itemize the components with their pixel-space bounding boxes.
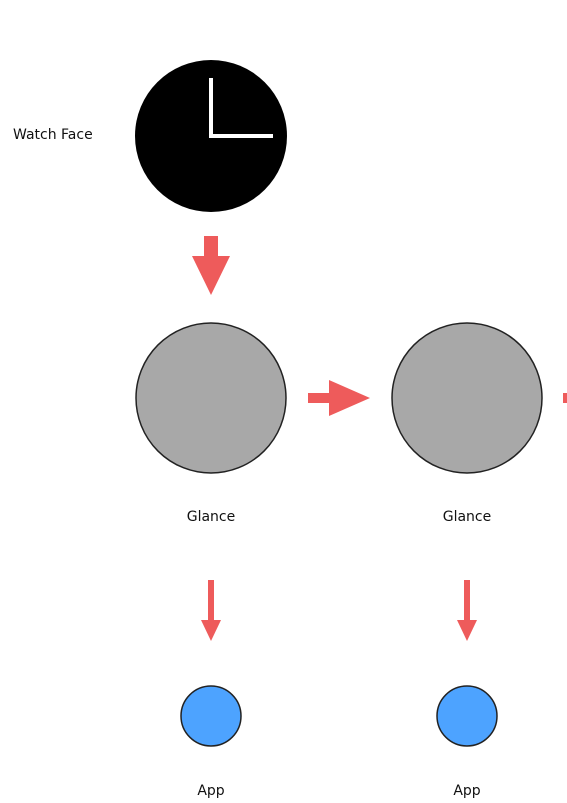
- watch-face-node: [135, 60, 287, 212]
- glance-label-2: Glance: [442, 509, 492, 525]
- app-label-2: App: [453, 783, 481, 799]
- arrow-glance2-to-app2: [457, 580, 477, 641]
- watch-face-label: Watch Face: [13, 127, 93, 143]
- app-circle-1: [180, 685, 242, 747]
- glance-node-2: [391, 322, 543, 474]
- arrow-glance1-to-app1: [201, 580, 221, 641]
- app-node-1: [180, 685, 242, 747]
- app-node-2: [436, 685, 498, 747]
- app-circle-2: [436, 685, 498, 747]
- arrow-offscreen-right: [563, 393, 567, 403]
- glance-circle-2: [391, 322, 543, 474]
- glance-node-1: [135, 322, 287, 474]
- glance-label-1: Glance: [186, 509, 236, 525]
- glance-circle-1: [135, 322, 287, 474]
- arrow-glance-to-glance: [308, 380, 370, 416]
- app-label-1: App: [197, 783, 225, 799]
- arrow-watchface-to-glance: [192, 236, 230, 295]
- clock-icon: [209, 78, 273, 138]
